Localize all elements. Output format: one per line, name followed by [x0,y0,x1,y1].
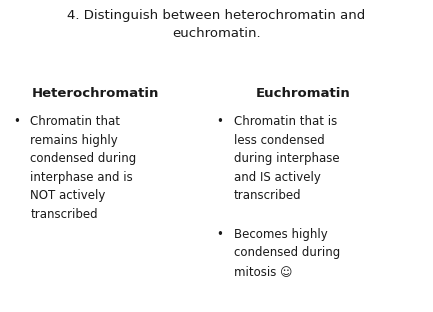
Text: Euchromatin: Euchromatin [256,87,350,100]
Text: •: • [13,115,20,129]
Text: Chromatin that
remains highly
condensed during
interphase and is
NOT actively
tr: Chromatin that remains highly condensed … [30,115,136,221]
Text: •: • [216,228,223,241]
Text: Heterochromatin: Heterochromatin [32,87,159,100]
Text: Becomes highly
condensed during
mitosis ☺: Becomes highly condensed during mitosis … [234,228,340,278]
Text: •: • [216,115,223,129]
Text: Chromatin that is
less condensed
during interphase
and IS actively
transcribed: Chromatin that is less condensed during … [234,115,339,202]
Text: 4. Distinguish between heterochromatin and
euchromatin.: 4. Distinguish between heterochromatin a… [68,9,365,40]
